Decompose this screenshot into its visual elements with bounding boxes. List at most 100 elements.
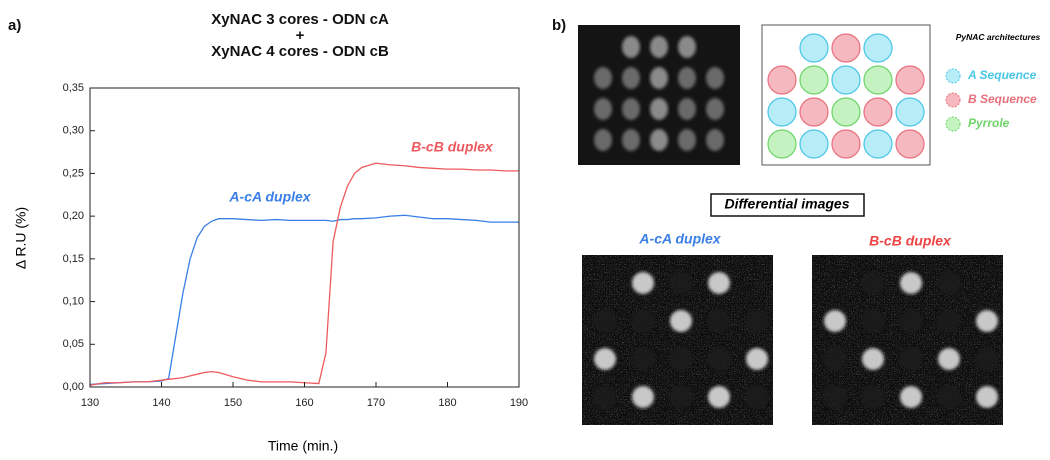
image-label: B-cB duplex <box>869 233 952 249</box>
photo-spot <box>622 36 640 58</box>
layout-spot <box>831 97 861 127</box>
image-spot <box>937 309 961 333</box>
photo-spot <box>678 129 696 151</box>
image-spot <box>594 348 616 370</box>
series-label: A-cA duplex <box>228 189 311 205</box>
layout-spot <box>895 97 925 127</box>
image-spot <box>899 347 923 371</box>
photo-spot <box>594 67 612 89</box>
chart-title: + <box>296 27 305 44</box>
photo-spot <box>678 36 696 58</box>
y-tick-label: 0,30 <box>63 125 84 137</box>
image-spot <box>976 386 998 408</box>
image-spot <box>899 309 923 333</box>
image-spot <box>937 271 961 295</box>
y-tick-label: 0,35 <box>63 82 84 94</box>
x-tick-label: 160 <box>295 397 313 409</box>
image-spot <box>707 347 731 371</box>
layout-spot <box>767 97 797 127</box>
image-spot <box>861 271 885 295</box>
photo-spot <box>594 98 612 120</box>
layout-spot <box>799 129 829 159</box>
layout-spot <box>767 65 797 95</box>
differential-box <box>710 193 865 217</box>
layout-spot <box>831 129 861 159</box>
photo-spot <box>678 98 696 120</box>
x-tick-label: 190 <box>510 397 528 409</box>
y-tick-label: 0,15 <box>63 253 84 265</box>
legend-swatch <box>945 116 961 132</box>
image-spot <box>669 385 693 409</box>
photo-spot <box>650 36 668 58</box>
photo-spot <box>706 129 724 151</box>
image-spot <box>938 348 960 370</box>
photo-spot <box>622 98 640 120</box>
image-spot <box>631 309 655 333</box>
y-tick-label: 0,00 <box>63 381 84 393</box>
photo-spot <box>706 67 724 89</box>
photo-spot <box>706 98 724 120</box>
x-tick-label: 140 <box>152 397 170 409</box>
panel-b: b) PyNAC architectures Differential imag… <box>552 17 1041 425</box>
layout-spot <box>863 65 893 95</box>
series-label: B-cB duplex <box>411 139 494 155</box>
legend-swatch <box>945 68 961 84</box>
image-spot <box>862 348 884 370</box>
image-spot <box>670 310 692 332</box>
image-spot <box>745 309 769 333</box>
y-tick-label: 0,10 <box>63 295 84 307</box>
layout-spot <box>895 129 925 159</box>
data-line <box>89 214 519 386</box>
y-tick-label: 0,20 <box>63 210 84 222</box>
image-spot <box>632 386 654 408</box>
legend-title-text: PyNAC architectures <box>956 32 1041 42</box>
image-spot <box>900 272 922 294</box>
image-spot <box>975 347 999 371</box>
layout-spot <box>799 97 829 127</box>
data-line <box>89 162 519 386</box>
y-axis-label: Δ R.U (%) <box>13 207 29 269</box>
layout-spot <box>799 65 829 95</box>
plot-frame <box>89 87 520 388</box>
image-spot <box>632 272 654 294</box>
legend-title: PyNAC architectures <box>956 32 1041 42</box>
legend-label: A Sequence <box>967 68 1037 82</box>
legend-swatch <box>945 92 961 108</box>
panel-label: a) <box>8 17 21 34</box>
image-spot <box>593 385 617 409</box>
y-tick-label: 0,05 <box>63 338 84 350</box>
layout-spot <box>863 97 893 127</box>
photo-spot <box>678 67 696 89</box>
layout-spot <box>863 129 893 159</box>
photo-spot <box>650 98 668 120</box>
plot-area <box>89 162 519 386</box>
image-spot <box>823 385 847 409</box>
image-label: A-cA duplex <box>638 231 721 247</box>
image-spot <box>708 272 730 294</box>
layout-spot <box>831 65 861 95</box>
x-axis-label: Time (min.) <box>268 438 338 454</box>
chart-title: XyNAC 3 cores - ODN cA <box>211 11 389 28</box>
image-spot <box>669 271 693 295</box>
image-spot <box>631 347 655 371</box>
differential-title: Differential images <box>724 196 849 212</box>
photo-spot <box>622 129 640 151</box>
layout-spot <box>895 65 925 95</box>
x-tick-label: 150 <box>224 397 242 409</box>
image-spot <box>708 386 730 408</box>
image-spot <box>976 310 998 332</box>
image-spot <box>861 385 885 409</box>
photo-spot <box>594 129 612 151</box>
image-spot <box>746 348 768 370</box>
panel-label: b) <box>552 17 566 34</box>
image-spot <box>745 385 769 409</box>
photo-spot <box>622 67 640 89</box>
image-spot <box>937 385 961 409</box>
layout-spot <box>863 33 893 63</box>
image-spot <box>593 309 617 333</box>
x-tick-label: 170 <box>367 397 385 409</box>
photo-spot <box>650 67 668 89</box>
legend-label: Pyrrole <box>968 116 1010 130</box>
layout-spot <box>799 33 829 63</box>
